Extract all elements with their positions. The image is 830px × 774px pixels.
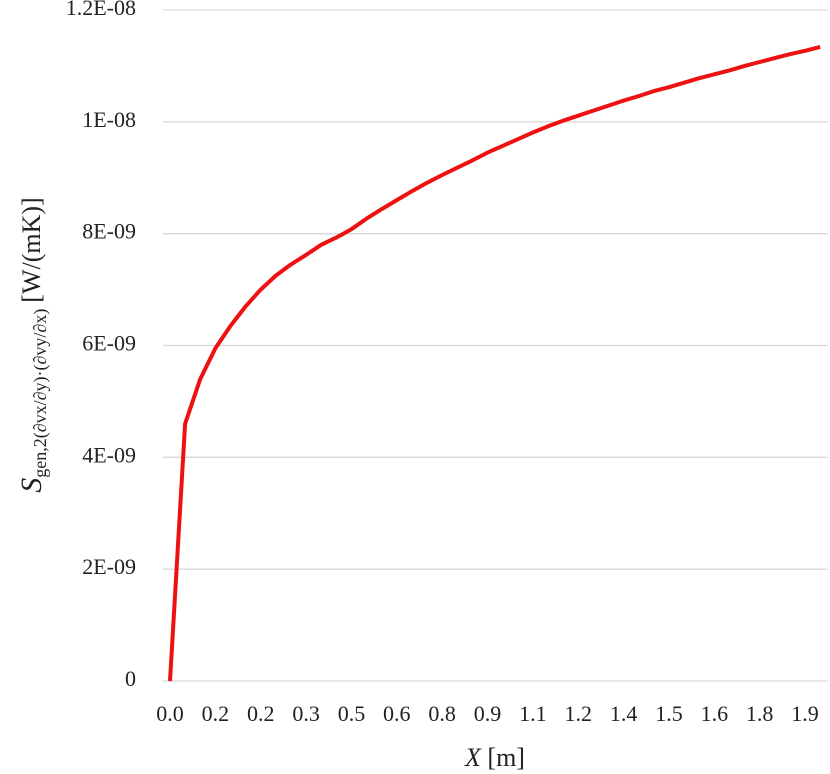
x-tick-label: 1.8 (746, 701, 774, 726)
y-title-unit: [W/(mK)] (17, 197, 46, 302)
x-tick-label: 1.6 (701, 701, 729, 726)
x-tick-label: 0.8 (428, 701, 456, 726)
x-tick-label: 1.1 (519, 701, 547, 726)
x-title-symbol: X (464, 743, 482, 772)
x-tick-label: 0.5 (338, 701, 366, 726)
y-tick-label: 4E-09 (82, 442, 136, 467)
x-tick-label: 1.4 (610, 701, 638, 726)
x-title-unit: [m] (487, 743, 525, 772)
x-tick-label: 0.2 (202, 701, 230, 726)
x-tick-label: 1.5 (655, 701, 683, 726)
x-tick-label: 0.3 (292, 701, 320, 726)
y-tick-label: 1E-08 (82, 107, 136, 132)
x-axis-title: X [m] (464, 743, 525, 772)
x-tick-label: 1.2 (564, 701, 592, 726)
y-axis-title: Sgen,2(∂vx/∂y)·(∂vy/∂x) [W/(mK)] (15, 197, 51, 492)
y-tick-label: 8E-09 (82, 219, 136, 244)
y-tick-label: 6E-09 (82, 331, 136, 356)
y-tick-label: 1.2E-08 (66, 0, 136, 20)
y-title-symbol: S (15, 478, 48, 493)
x-tick-label: 0.2 (247, 701, 275, 726)
y-tick-label: 2E-09 (82, 554, 136, 579)
x-tick-label: 0.9 (474, 701, 502, 726)
x-tick-label: 0.6 (383, 701, 411, 726)
y-tick-label: 0 (125, 666, 136, 691)
x-tick-label: 0.0 (156, 701, 184, 726)
y-title-subscript: gen,2(∂vx/∂y)·(∂vy/∂x) (30, 309, 51, 478)
x-tick-label: 1.9 (791, 701, 819, 726)
data-line (168, 44, 821, 682)
